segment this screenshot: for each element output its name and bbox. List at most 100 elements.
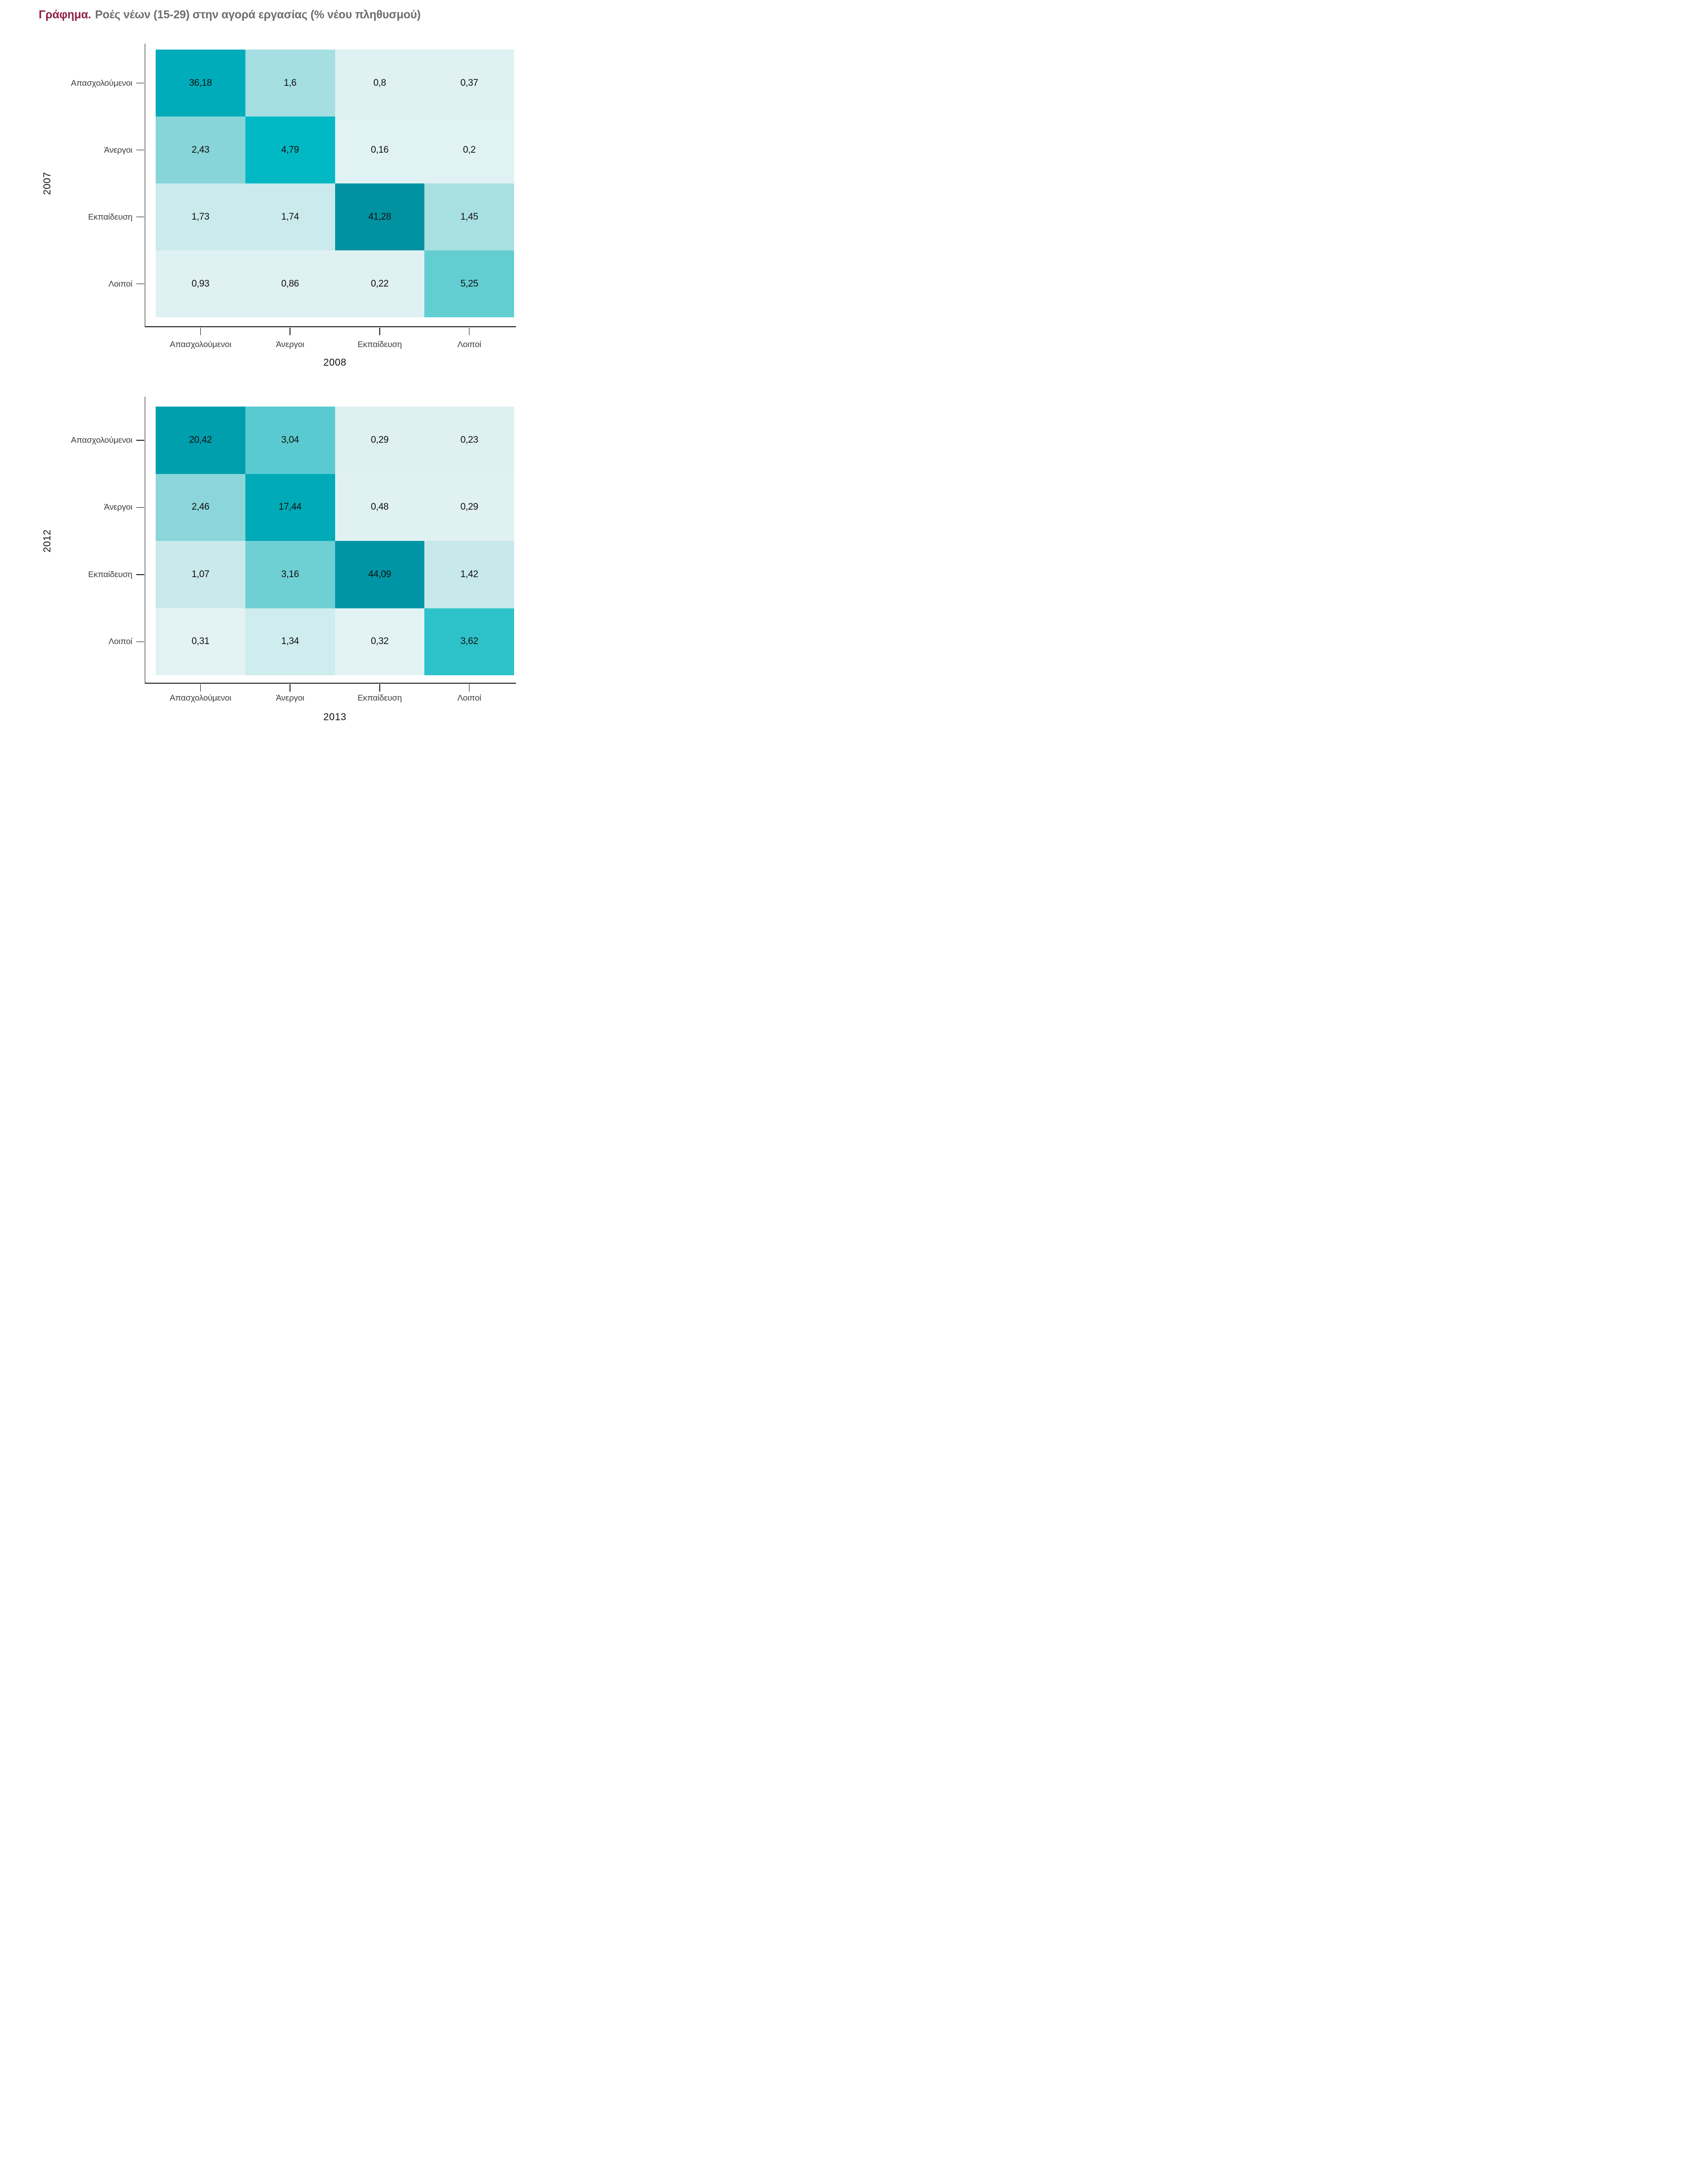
cell-value-label: 1,42 <box>460 569 478 580</box>
plot-panel: 20,42 3,04 0,29 0,23 2,46 17,44 0,48 0,29 1,07 3,… <box>42 397 516 723</box>
cell-value-label: 36,18 <box>189 77 212 88</box>
heatmap-grid: 20,42 3,04 0,29 0,23 2,46 17,44 0,48 0,29 1,07 3,… <box>156 407 514 675</box>
cell-value-label: 2,46 <box>191 502 210 513</box>
x-axis-tick <box>290 327 291 335</box>
cell-value-label: 20,42 <box>189 434 212 445</box>
cell-value-label: 2,43 <box>191 144 210 155</box>
cell-value-label: 1,45 <box>460 211 478 222</box>
cell-value-label: 3,62 <box>460 636 478 647</box>
cell-value-label: 4,79 <box>281 144 299 155</box>
cell-value-label: 3,04 <box>281 434 299 445</box>
heatmap-cell: 1,74 <box>245 183 335 250</box>
cell-value-label: 0,29 <box>460 502 478 513</box>
cell-value-label: 0,48 <box>370 502 389 513</box>
y-tick-label: Απασχολούμενοι <box>70 78 132 88</box>
heatmap-cell: 44,09 <box>335 541 425 608</box>
heatmap-cell: 1,07 <box>156 541 245 608</box>
x-tick-label: Απασχολούμενοι <box>170 693 232 703</box>
heatmap-cell: 1,6 <box>245 50 335 117</box>
y-tick-label: Απασχολούμενοι <box>70 435 132 445</box>
x-tick-label: Άνεργοι <box>276 340 304 349</box>
x-tick-label: Άνεργοι <box>276 693 304 703</box>
x-axis-tick <box>200 327 201 335</box>
heatmap-cell: 0,2 <box>424 117 514 183</box>
x-axis-tick <box>290 684 291 692</box>
y-axis-title: 2007 <box>42 172 53 195</box>
heatmap-cell: 3,04 <box>245 407 335 474</box>
cell-value-label: 0,37 <box>460 77 478 88</box>
x-axis-title: 2013 <box>323 711 347 723</box>
heatmap-cell: 0,8 <box>335 50 425 117</box>
cell-value-label: 1,34 <box>281 636 299 647</box>
cell-value-label: 1,6 <box>284 77 296 88</box>
heatmap-cell: 17,44 <box>245 473 335 541</box>
heatmap-cell: 4,79 <box>245 117 335 183</box>
y-axis-tick <box>136 82 144 84</box>
cell-value-label: 0,16 <box>370 144 389 155</box>
heatmap-cell: 1,42 <box>424 541 514 608</box>
heatmap-cell: 0,22 <box>335 250 425 317</box>
cell-value-label: 0,29 <box>370 434 389 445</box>
heatmap-2012-2013: 20,42 3,04 0,29 0,23 2,46 17,44 0,48 0,29 1,07 3,… <box>0 353 563 728</box>
y-tick-label: Λοιποί <box>108 279 132 289</box>
cell-value-label: 1,73 <box>191 211 210 222</box>
cell-value-label: 1,07 <box>191 569 210 580</box>
x-tick-label: Εκπαίδευση <box>357 693 402 703</box>
heatmap-cell: 5,25 <box>424 250 514 317</box>
heatmap-cell: 0,23 <box>424 407 514 474</box>
cell-value-label: 0,86 <box>281 278 299 289</box>
y-tick-label: Άνεργοι <box>104 502 132 512</box>
cell-value-label: 3,16 <box>281 569 299 580</box>
heatmap-cell: 1,73 <box>156 183 245 250</box>
x-tick-label: Λοιποί <box>457 693 481 703</box>
heatmap-grid: 36,18 1,6 0,8 0,37 2,43 4,79 0,16 0,2 1,73 1,74 41… <box>156 50 514 317</box>
heatmap-2007-2008: 36,18 1,6 0,8 0,37 2,43 4,79 0,16 0,2 1,73 1,74 41… <box>0 0 563 377</box>
heatmap-cell: 0,32 <box>335 608 425 675</box>
cell-value-label: 0,8 <box>373 77 386 88</box>
x-axis-tick <box>200 684 201 692</box>
cell-value-label: 0,22 <box>370 278 389 289</box>
heatmap-cell: 36,18 <box>156 50 245 117</box>
page-title: Γράφημα. Ροές νέων (15-29) στην αγορά εργ… <box>39 8 421 21</box>
y-axis-tick <box>136 507 144 508</box>
heatmap-cell: 1,34 <box>245 608 335 675</box>
y-axis-tick <box>136 641 144 642</box>
cell-value-label: 0,31 <box>191 636 210 647</box>
heatmap-cell: 0,48 <box>335 473 425 541</box>
y-tick-label: Άνεργοι <box>104 145 132 155</box>
heatmap-cell: 3,62 <box>424 608 514 675</box>
x-axis-tick <box>379 327 380 335</box>
cell-value-label: 0,2 <box>463 144 476 155</box>
y-tick-label: Εκπαίδευση <box>88 212 132 222</box>
cell-value-label: 0,93 <box>191 278 210 289</box>
heatmap-cell: 0,29 <box>424 473 514 541</box>
y-axis-tick <box>136 216 144 218</box>
x-tick-label: Εκπαίδευση <box>357 340 402 349</box>
cell-value-label: 44,09 <box>368 569 391 580</box>
heatmap-cell: 0,86 <box>245 250 335 317</box>
heatmap-cell: 0,37 <box>424 50 514 117</box>
figure-title-text: Ροές νέων (15-29) στην αγορά εργασίας (%… <box>95 8 421 21</box>
x-tick-label: Απασχολούμενοι <box>170 340 232 349</box>
cell-value-label: 1,74 <box>281 211 299 222</box>
y-axis-tick <box>136 149 144 151</box>
heatmap-cell: 2,43 <box>156 117 245 183</box>
y-axis-tick <box>136 440 144 441</box>
heatmap-cell: 0,93 <box>156 250 245 317</box>
heatmap-cell: 41,28 <box>335 183 425 250</box>
y-tick-label: Λοιποί <box>108 637 132 647</box>
x-axis-tick <box>468 327 470 335</box>
cell-value-label: 17,44 <box>279 502 302 513</box>
x-tick-label: Λοιποί <box>457 340 481 349</box>
heatmap-cell: 0,16 <box>335 117 425 183</box>
cell-value-label: 41,28 <box>368 211 391 222</box>
y-axis-tick <box>136 574 144 575</box>
heatmap-cell: 1,45 <box>424 183 514 250</box>
plot-panel: 36,18 1,6 0,8 0,37 2,43 4,79 0,16 0,2 1,73 1,74 41… <box>42 44 516 368</box>
y-axis-tick <box>136 283 144 285</box>
heatmap-cell: 2,46 <box>156 473 245 541</box>
x-axis-title: 2008 <box>323 357 347 368</box>
cell-value-label: 0,23 <box>460 434 478 445</box>
x-axis-tick <box>379 684 380 692</box>
y-tick-label: Εκπαίδευση <box>88 569 132 579</box>
